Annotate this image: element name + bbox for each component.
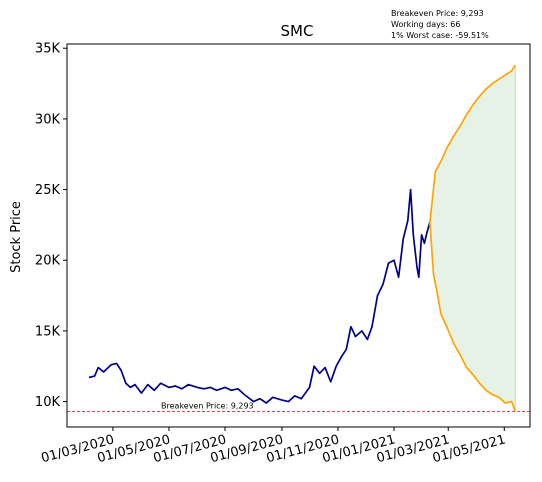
annotation-line: Breakeven Price: 9,293 <box>391 9 484 18</box>
y-axis-label: Stock Price <box>9 201 24 273</box>
forecast-band <box>429 65 516 412</box>
annotation-line: 1% Worst case: -59.51% <box>391 31 489 40</box>
price-history-line <box>88 188 431 404</box>
y-tick-label: 10K <box>35 395 61 410</box>
forecast-upper-line <box>429 64 517 223</box>
chart-title: SMC <box>281 22 314 40</box>
y-tick-label: 20K <box>35 254 61 269</box>
y-tick-label: 30K <box>35 112 61 127</box>
y-tick-label: 15K <box>35 324 61 339</box>
annotation-line: Working days: 66 <box>391 20 460 29</box>
breakeven-label: Breakeven Price: 9,293 <box>161 402 254 411</box>
y-tick-label: 25K <box>35 183 61 198</box>
forecast-lower-line <box>429 222 517 412</box>
y-tick-label: 35K <box>35 42 61 57</box>
plot-frame <box>66 43 531 428</box>
